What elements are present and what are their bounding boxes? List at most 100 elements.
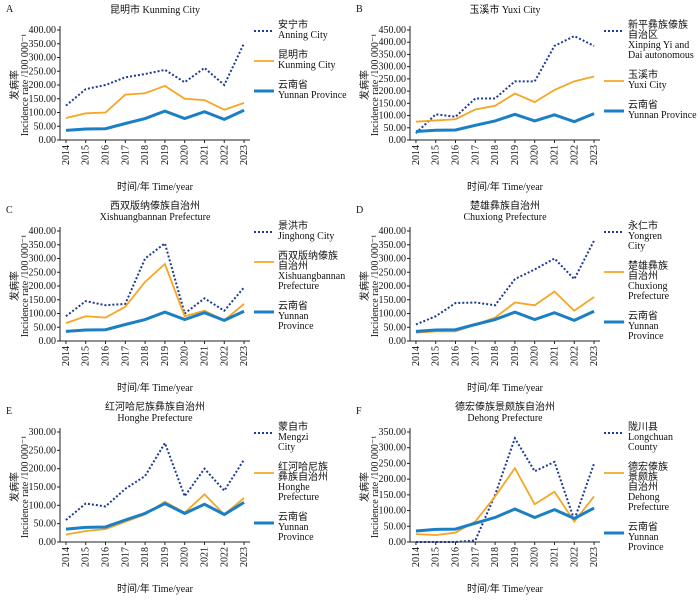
panel-label: D <box>356 205 363 216</box>
legend-label: 景洪市 Jinghong City <box>278 219 334 242</box>
series-line <box>65 108 245 132</box>
x-tick-label: 2019 <box>160 346 171 366</box>
y-tick-label: 200.00 <box>29 281 57 292</box>
x-tick-label: 2021 <box>549 145 560 165</box>
y-tick-label: 300.00 <box>379 254 407 265</box>
x-tick-label: 2014 <box>61 346 72 366</box>
x-tick-label: 2022 <box>219 547 230 567</box>
legend-label: 永仁市 Yongren City <box>628 219 662 252</box>
y-tick-label: 150.00 <box>379 295 407 306</box>
x-tick-label: 2016 <box>451 346 462 366</box>
x-tick-label: 2023 <box>589 346 600 366</box>
x-tick-label: 2014 <box>411 145 422 165</box>
series-line <box>65 42 245 107</box>
x-tick-label: 2022 <box>219 346 230 366</box>
x-tick-label: 2015 <box>81 547 92 567</box>
series-line <box>415 506 595 533</box>
x-tick-label: 2022 <box>219 145 230 165</box>
y-tick-label: 350.00 <box>379 427 407 438</box>
series-line <box>415 290 595 334</box>
x-tick-label: 2020 <box>530 346 541 366</box>
x-tick-label: 2017 <box>120 346 131 366</box>
y-tick-label: 50.00 <box>384 123 407 134</box>
legend-label: 陇川县 Longchuan County <box>628 420 673 453</box>
y-tick-label: 250.00 <box>29 267 57 278</box>
series-line <box>415 75 595 123</box>
panel-label: A <box>6 4 14 15</box>
x-tick-label: 2021 <box>549 346 560 366</box>
y-tick-label: 50.00 <box>34 121 57 132</box>
y-tick-label: 250.00 <box>379 267 407 278</box>
legend-label: 安宁市 Anning City <box>278 18 328 41</box>
y-tick-label: 100.00 <box>379 309 407 320</box>
x-tick-label: 2016 <box>451 145 462 165</box>
legend-label: 昆明市 Kunming City <box>278 48 336 71</box>
x-tick-label: 2017 <box>470 145 481 165</box>
legend-label: 德宏傣族景颇族自治州 Dehong Prefecture <box>628 460 670 513</box>
x-tick-label: 2017 <box>120 547 131 567</box>
y-axis-label: 发病率Incidence rate /100 000⁻¹ <box>358 436 381 538</box>
series-line <box>415 34 595 134</box>
legend-label: 云南省 Yunnan Province <box>278 78 347 101</box>
y-tick-label: 350.00 <box>379 240 407 251</box>
x-tick-label: 2018 <box>140 145 151 165</box>
y-tick-label: 100.00 <box>29 108 57 119</box>
x-tick-label: 2017 <box>120 145 131 165</box>
x-tick-label: 2015 <box>431 346 442 366</box>
x-tick-label: 2016 <box>101 346 112 366</box>
y-tick-label: 50.00 <box>34 519 57 530</box>
x-tick-label: 2020 <box>180 547 191 567</box>
x-tick-label: 2021 <box>199 145 210 165</box>
y-tick-label: 250.00 <box>29 445 57 456</box>
chart-title: 玉溪市 Yuxi City <box>469 3 540 16</box>
x-tick-label: 2016 <box>101 547 112 567</box>
y-tick-label: 150.00 <box>379 98 407 109</box>
y-tick-label: 400.00 <box>379 226 407 237</box>
x-tick-label: 2018 <box>140 547 151 567</box>
x-tick-label: 2023 <box>239 145 250 165</box>
x-tick-label: 2019 <box>510 145 521 165</box>
y-axis-label: 发病率Incidence rate /100 000⁻¹ <box>358 235 381 337</box>
y-tick-label: 300.00 <box>29 53 57 64</box>
x-tick-label: 2020 <box>180 145 191 165</box>
y-tick-label: 200.00 <box>379 86 407 97</box>
y-tick-label: 300.00 <box>29 254 57 265</box>
y-tick-label: 150.00 <box>29 482 57 493</box>
y-tick-label: 350.00 <box>29 240 57 251</box>
y-tick-label: 300.00 <box>29 427 57 438</box>
x-tick-label: 2018 <box>140 346 151 366</box>
y-tick-label: 0.00 <box>39 336 57 347</box>
legend-label: 云南省 Yunnan Province <box>278 299 314 332</box>
x-tick-label: 2018 <box>490 547 501 567</box>
y-tick-label: 50.00 <box>384 322 407 333</box>
series-line <box>415 435 596 543</box>
x-tick-label: 2016 <box>451 547 462 567</box>
x-tick-label: 2019 <box>160 547 171 567</box>
chart-title: 昆明市 Kunming City <box>110 3 200 16</box>
y-tick-label: 200.00 <box>379 281 407 292</box>
y-tick-label: 50.00 <box>34 322 57 333</box>
y-tick-label: 100.00 <box>29 500 57 511</box>
legend-label: 蒙自市 Mengzi City <box>278 420 309 453</box>
y-tick-label: 0.00 <box>39 135 57 146</box>
series-line <box>415 466 595 536</box>
y-tick-label: 200.00 <box>29 464 57 475</box>
x-tick-label: 2015 <box>81 145 92 165</box>
x-tick-label: 2017 <box>470 346 481 366</box>
y-tick-label: 250.00 <box>379 458 407 469</box>
x-tick-label: 2015 <box>431 145 442 165</box>
x-tick-label: 2014 <box>411 547 422 567</box>
x-axis-label: 时间/年 Time/year <box>467 582 544 595</box>
x-tick-label: 2020 <box>530 547 541 567</box>
y-axis-label: 发病率Incidence rate /100 000⁻¹ <box>8 436 31 538</box>
series-line <box>415 309 595 333</box>
x-tick-label: 2022 <box>569 346 580 366</box>
y-tick-label: 0.00 <box>389 537 407 548</box>
legend-label: 楚雄彝族自治州 Chuxiong Prefecture <box>628 259 670 302</box>
legend-label: 云南省 Yunnan Province <box>278 510 314 543</box>
series-line <box>65 84 245 119</box>
y-tick-label: 0.00 <box>39 537 57 548</box>
x-tick-label: 2017 <box>470 547 481 567</box>
legend-label: 新平彝族傣族自治区 Xinping Yi and Dai autonomous <box>628 18 694 61</box>
